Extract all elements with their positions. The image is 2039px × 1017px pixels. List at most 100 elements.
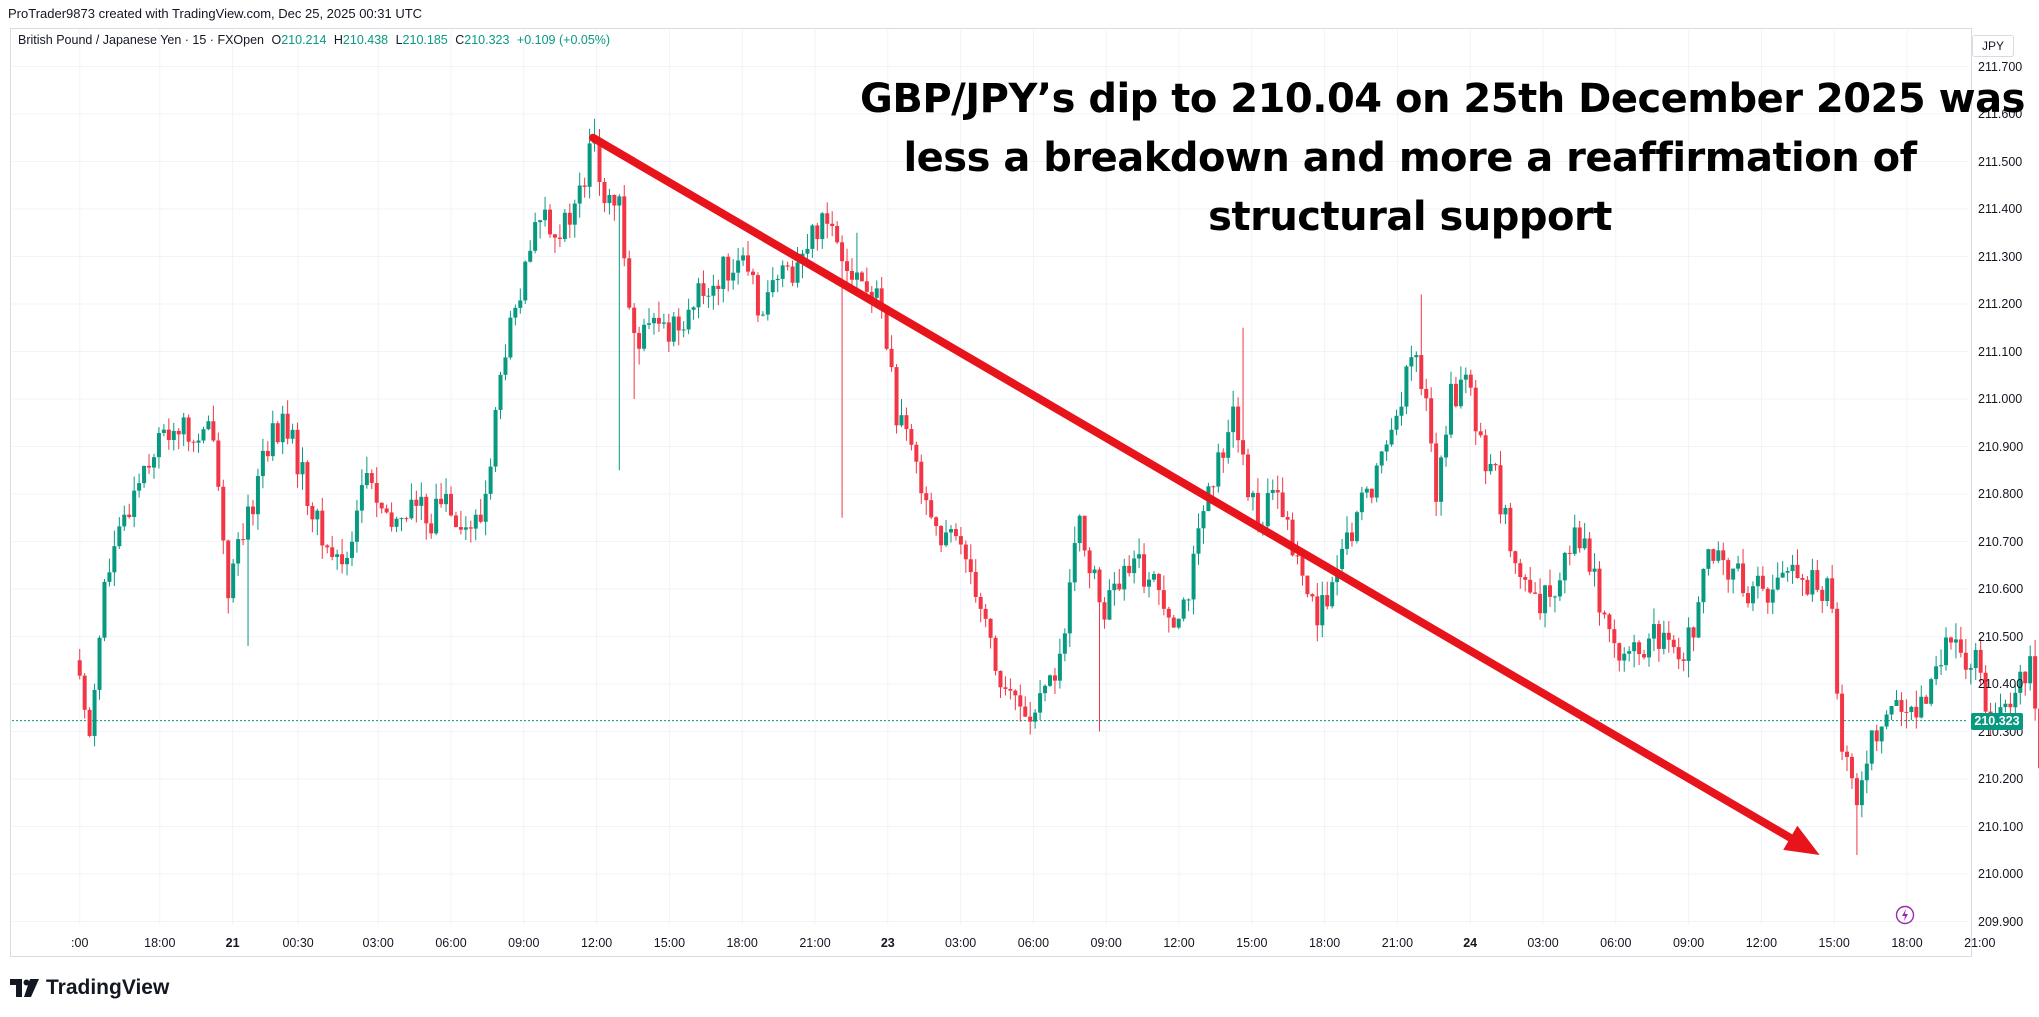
candle-down <box>1429 398 1434 444</box>
trend-arrow-head[interactable] <box>1783 825 1820 855</box>
candle-down <box>1874 730 1879 742</box>
candle-down <box>1840 693 1845 752</box>
time-tick-label: 15:00 <box>653 936 686 950</box>
price-tick-label: 210.400 <box>1978 677 2024 691</box>
candle-up <box>1132 558 1137 574</box>
candle-up <box>1389 429 1394 445</box>
candle-down <box>1602 612 1607 615</box>
candle-down <box>845 261 850 271</box>
time-tick-label: 18:00 <box>144 936 176 950</box>
candle-down <box>2008 703 2013 708</box>
symbol-name[interactable]: British Pound / Japanese Yen · 15 · FXOp… <box>18 33 264 47</box>
candle-up <box>1557 580 1562 597</box>
candle-down <box>1003 687 1008 689</box>
candle-up <box>780 265 785 279</box>
candle-down <box>1711 549 1716 561</box>
candle-down <box>676 316 681 331</box>
candle-down <box>884 305 889 349</box>
candle-down <box>632 307 637 334</box>
currency-label[interactable]: JPY <box>1972 35 2014 57</box>
candle-up <box>231 563 236 599</box>
candle-down <box>2033 656 2038 709</box>
candle-up <box>1884 714 1889 727</box>
candle-down <box>983 608 988 619</box>
candle-up <box>354 510 359 542</box>
headline-annotation: GBP/JPY’s dip to 210.04 on 25th December… <box>860 70 2025 247</box>
candle-up <box>280 413 285 443</box>
candle-down <box>1963 652 1968 670</box>
candle-up <box>498 374 503 410</box>
price-tick-label: 211.600 <box>1978 107 2023 121</box>
candle-up <box>681 329 686 331</box>
time-tick-label: :00 <box>71 936 89 950</box>
candle-up <box>1661 632 1666 649</box>
candle-down <box>1830 578 1835 609</box>
candle-up <box>642 324 647 349</box>
candle-down <box>612 194 617 206</box>
candle-down <box>1849 756 1854 779</box>
candle-down <box>879 288 884 306</box>
candle-down <box>968 559 973 573</box>
candle-up <box>364 473 369 486</box>
candle-up <box>736 260 741 273</box>
candle-down <box>1741 563 1746 594</box>
chart-frame[interactable] <box>10 28 1972 957</box>
candle-up <box>1929 679 1934 704</box>
candle-up <box>1864 763 1869 781</box>
candle-up <box>1265 493 1270 527</box>
candle-down <box>453 515 458 528</box>
candle-up <box>1646 638 1651 658</box>
low-label: L <box>395 33 403 47</box>
candle-up <box>122 514 127 527</box>
candle-down <box>1498 465 1503 515</box>
candle-up <box>1340 548 1345 569</box>
candle-up <box>137 483 142 491</box>
candle-up <box>1448 383 1453 435</box>
candle-down <box>1656 624 1661 649</box>
candle-up <box>1330 582 1335 607</box>
candle-up <box>543 209 548 221</box>
candle-up <box>206 421 211 430</box>
price-tick-label: 211.200 <box>1978 297 2023 311</box>
candle-up <box>181 417 186 435</box>
lightning-icon[interactable] <box>1895 905 1915 925</box>
candle-down <box>1023 706 1028 717</box>
trend-arrow-line[interactable] <box>588 133 1795 842</box>
candle-up <box>290 429 295 439</box>
tradingview-logo[interactable]: TradingView <box>10 976 169 1000</box>
candle-down <box>1087 550 1092 574</box>
candle-down <box>1246 454 1251 498</box>
candle-up <box>1701 568 1706 603</box>
open-value: 210.214 <box>281 33 327 47</box>
candle-down <box>1028 716 1033 722</box>
candle-down <box>1434 443 1439 502</box>
candle-up <box>409 499 414 519</box>
candle-up <box>1968 668 1973 670</box>
candle-down <box>1676 647 1681 660</box>
price-tick-label: 210.100 <box>1978 819 2024 834</box>
candle-up <box>1770 589 1775 603</box>
candle-down <box>1523 577 1528 580</box>
time-tick-label: 00:30 <box>282 936 314 950</box>
candle-down <box>147 465 152 468</box>
candle-up <box>156 433 161 458</box>
candle-down <box>1493 463 1498 466</box>
candle-down <box>429 523 434 534</box>
symbol-legend[interactable]: British Pound / Japanese Yen · 15 · FXOp… <box>18 33 614 47</box>
candle-up <box>315 510 320 520</box>
candle-up <box>349 541 354 558</box>
time-tick-label: 03:00 <box>944 936 977 950</box>
candle-down <box>404 518 409 520</box>
candle-up <box>686 309 691 330</box>
candle-up <box>651 317 656 324</box>
candle-down <box>1082 515 1087 551</box>
candle-up <box>1780 572 1785 578</box>
candle-up <box>1572 527 1577 554</box>
candle-up <box>102 581 107 638</box>
candle-up <box>473 514 478 529</box>
candle-down <box>310 505 315 520</box>
candle-down <box>939 526 944 546</box>
candle-down <box>582 185 587 187</box>
candle-up <box>731 272 736 281</box>
